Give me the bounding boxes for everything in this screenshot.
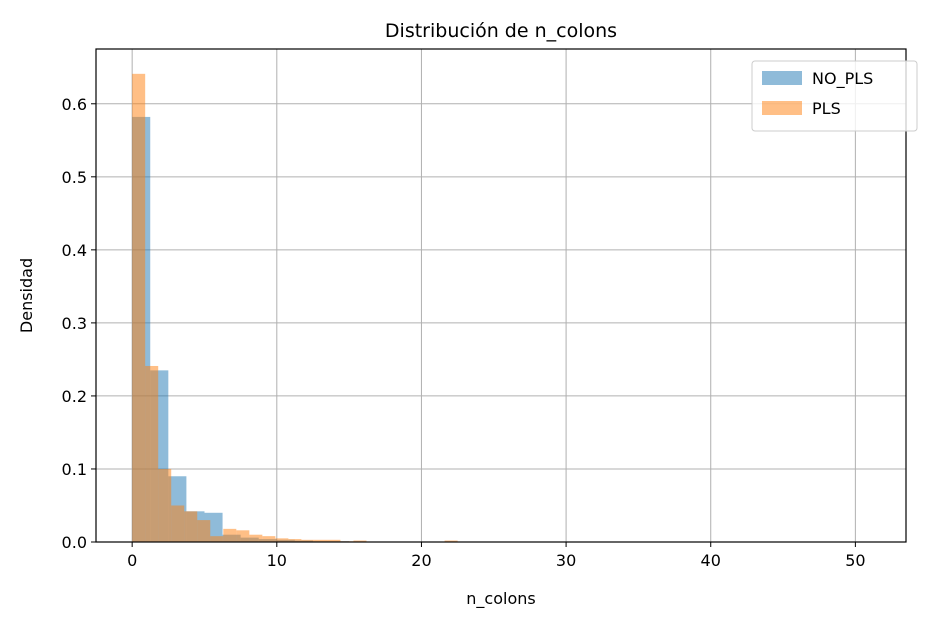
- bar-pls: [262, 536, 276, 542]
- axes-frame: [95, 48, 907, 543]
- legend-swatch-no-pls: [762, 71, 802, 85]
- bar-pls: [314, 539, 328, 542]
- bar-pls: [353, 540, 367, 542]
- legend-label-pls: PLS: [812, 99, 841, 118]
- ticks-layer: 0 10 20 30 40 50 0.0 0.1 0.2 0.3 0.4 0.5 0.6: [62, 95, 866, 570]
- y-tick-label: 0.1: [62, 460, 87, 479]
- chart-title: Distribución de n_colons: [385, 20, 617, 42]
- bar-pls: [184, 511, 198, 542]
- legend: NO_PLS PLS: [751, 60, 918, 132]
- bar-pls: [275, 538, 289, 542]
- bar-pls: [132, 73, 146, 543]
- y-tick-label: 0.3: [62, 314, 87, 333]
- bar-pls: [236, 530, 250, 542]
- x-tick-label: 40: [701, 551, 721, 570]
- y-tick-label: 0.6: [62, 95, 87, 114]
- x-tick-label: 0: [127, 551, 137, 570]
- legend-swatch-pls: [762, 101, 802, 115]
- bars-layer: [132, 73, 458, 543]
- bar-pls: [197, 520, 211, 542]
- y-tick-label: 0.2: [62, 387, 87, 406]
- bar-pls: [223, 528, 237, 542]
- bar-pls: [249, 534, 263, 542]
- x-tick-label: 10: [267, 551, 287, 570]
- bar-pls: [327, 539, 341, 542]
- bar-pls: [145, 365, 159, 542]
- bar-pls: [210, 536, 224, 542]
- y-tick-label: 0.5: [62, 168, 87, 187]
- bar-pls: [158, 468, 172, 542]
- y-tick-label: 0.4: [62, 241, 87, 260]
- x-tick-label: 20: [411, 551, 431, 570]
- bar-pls: [288, 539, 302, 542]
- x-tick-label: 50: [845, 551, 865, 570]
- bar-pls: [171, 505, 185, 542]
- bar-pls: [444, 540, 458, 542]
- x-tick-label: 30: [556, 551, 576, 570]
- legend-label-no-pls: NO_PLS: [812, 69, 873, 89]
- bar-pls: [301, 539, 315, 542]
- y-axis-label: Densidad: [17, 258, 36, 333]
- x-axis-label: n_colons: [466, 589, 535, 609]
- y-tick-label: 0.0: [62, 533, 87, 552]
